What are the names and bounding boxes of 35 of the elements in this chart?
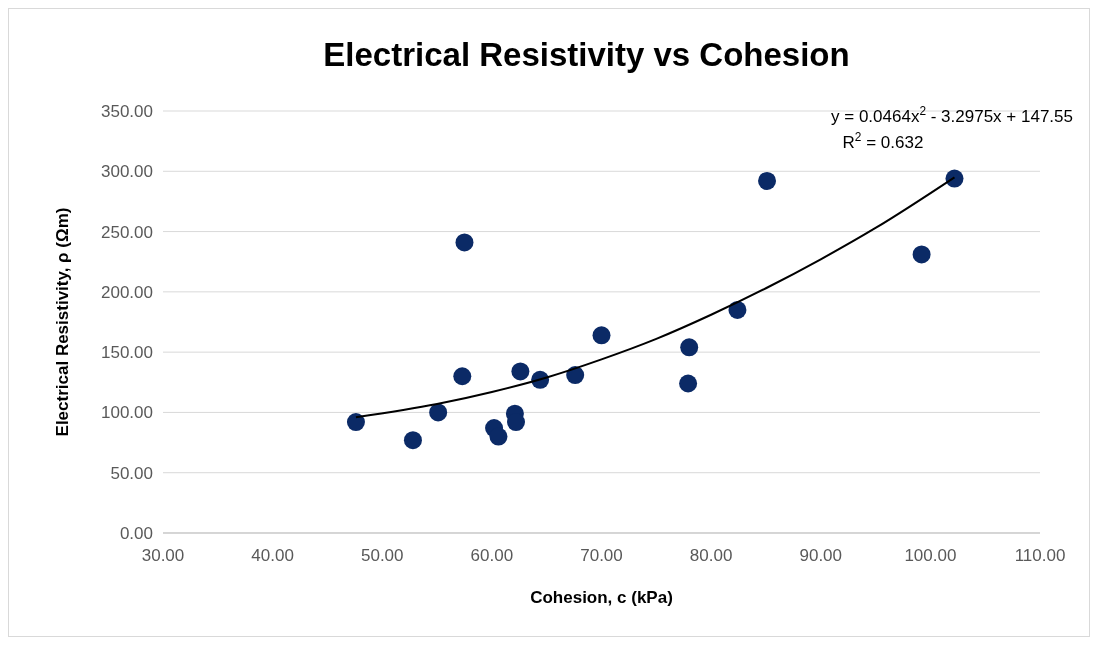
x-tick-label: 110.00 bbox=[1014, 546, 1066, 565]
x-tick-label: 90.00 bbox=[799, 546, 843, 565]
y-tick-label: 350.00 bbox=[101, 102, 153, 121]
point bbox=[566, 366, 585, 385]
annotation: y = 0.0464x$^{2}$ - 3.2975x + 147.55 bbox=[831, 104, 1073, 126]
point bbox=[403, 431, 422, 450]
x-tick-label: 50.00 bbox=[360, 546, 404, 565]
x-tick-label: 40.00 bbox=[251, 546, 294, 565]
y-tick-label: 100.00 bbox=[101, 403, 153, 423]
point bbox=[758, 171, 777, 190]
point bbox=[429, 403, 448, 422]
y-tick-label: 150.00 bbox=[101, 343, 153, 363]
point bbox=[489, 427, 508, 446]
point bbox=[453, 367, 472, 386]
y-tick-label: 250.00 bbox=[101, 222, 153, 242]
point bbox=[679, 374, 698, 393]
x-tick-label: 70.00 bbox=[580, 546, 623, 565]
annotation: R$^{2}$ = 0.632 bbox=[842, 130, 924, 152]
chart-title: Electrical Resistivity vs Cohesion bbox=[323, 36, 850, 73]
y-tick-label: 200.00 bbox=[101, 282, 153, 302]
y-tick-label: 0.00 bbox=[119, 524, 153, 543]
point bbox=[346, 413, 365, 432]
x-axis-title: Cohesion, c (kPa) bbox=[530, 588, 673, 607]
y-tick-label: 300.00 bbox=[101, 162, 153, 182]
x-tick-label: 100.00 bbox=[904, 546, 957, 565]
point bbox=[592, 326, 611, 345]
point bbox=[455, 233, 474, 252]
point bbox=[680, 338, 699, 357]
y-axis-title: Electrical Resistivity, ρ (Ωm) bbox=[53, 207, 72, 437]
x-tick-label: 80.00 bbox=[689, 546, 733, 565]
x-tick-label: 60.00 bbox=[470, 546, 514, 565]
point bbox=[511, 362, 530, 381]
y-tick-label: 50.00 bbox=[110, 463, 153, 483]
x-tick-label: 30.00 bbox=[141, 546, 185, 565]
point bbox=[912, 245, 931, 264]
